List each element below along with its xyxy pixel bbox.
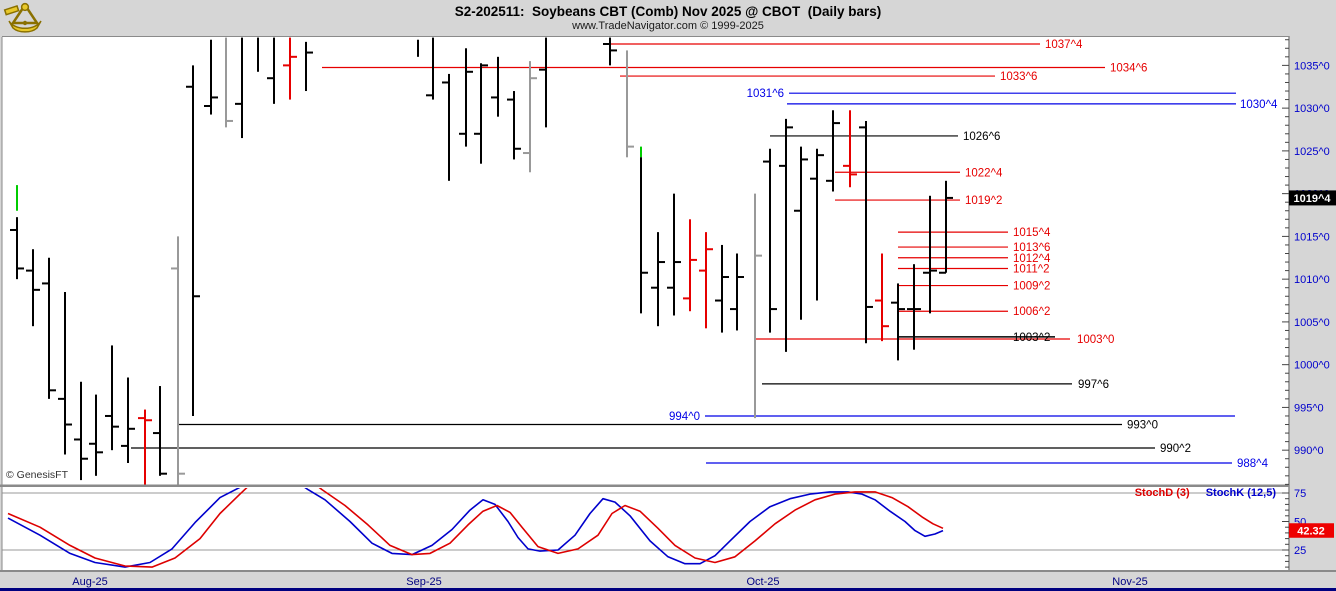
annotation-label: 1013^6 — [1013, 242, 1050, 254]
month-label: Nov-25 — [1112, 576, 1147, 588]
annotation-label: 1030^4 — [1240, 99, 1278, 111]
annotation-lines — [131, 43, 1236, 464]
annotation-label: 1019^2 — [965, 195, 1002, 207]
pane-separator — [0, 484, 1289, 487]
price-bars — [10, 37, 953, 485]
month-label: Sep-25 — [406, 576, 441, 588]
chart-subtitle: www.TradeNavigator.com © 1999-2025 — [572, 20, 764, 32]
annotation-label: 990^2 — [1160, 443, 1191, 455]
indicator-legend: StochD (3) StochK (12,5) — [1000, 487, 1276, 499]
annotation-label: 994^0 — [669, 411, 700, 423]
stoch-curves — [7, 488, 944, 568]
indicator-bottom-border — [0, 570, 1336, 572]
genesis-watermark: © GenesisFT — [6, 469, 69, 481]
price-axis-label: 1005^0 — [1294, 317, 1330, 329]
price-axis-label: 1010^0 — [1294, 274, 1330, 286]
price-axis-label: 1035^0 — [1294, 60, 1330, 72]
stochd-legend-label[interactable]: StochD (3) — [1134, 487, 1190, 499]
annotation-label: 1022^4 — [965, 167, 1003, 179]
stoch-value-box-label: 42.32 — [1297, 525, 1325, 537]
price-axis-label: 1025^0 — [1294, 146, 1330, 158]
annotation-label: 1003^2 — [1013, 332, 1050, 344]
annotation-label: 1031^6 — [747, 88, 784, 100]
annotation-label: 1034^6 — [1110, 63, 1147, 75]
annotation-label: 1026^6 — [963, 131, 1000, 143]
price-axis-label: 1015^0 — [1294, 231, 1330, 243]
bottom-bar — [0, 588, 1336, 591]
annotation-label: 1006^2 — [1013, 306, 1050, 318]
annotation-label: 1033^6 — [1000, 71, 1037, 83]
annotation-label: 1037^4 — [1045, 39, 1083, 51]
price-axis-label: 995^0 — [1294, 402, 1324, 414]
month-label: Aug-25 — [72, 576, 107, 588]
annotation-label: 997^6 — [1078, 379, 1109, 391]
indicator-pane — [2, 487, 1289, 570]
chart-title: S2-202511: Soybeans CBT (Comb) Nov 2025 … — [454, 4, 882, 19]
annotation-label: 1003^0 — [1077, 334, 1114, 346]
stoch-value-box — [1289, 523, 1334, 538]
annotation-label: 988^4 — [1237, 458, 1269, 470]
annotation-label: 1012^4 — [1013, 253, 1051, 265]
last-price-box — [1289, 190, 1336, 206]
price-axis-label: 990^0 — [1294, 445, 1324, 457]
price-axis-label: 1030^0 — [1294, 103, 1330, 115]
stochd-line — [7, 488, 944, 568]
price-axis-label: 1000^0 — [1294, 360, 1330, 372]
annotation-label: 1011^2 — [1013, 263, 1050, 275]
month-label: Oct-25 — [746, 576, 779, 588]
last-price-box-label: 1019^4 — [1293, 193, 1331, 205]
stochk-legend-label[interactable]: StochK (12,5) — [1205, 487, 1276, 499]
month-strip — [0, 572, 1336, 588]
main-pane — [2, 37, 1289, 485]
stoch-axis-label: 75 — [1294, 488, 1306, 500]
annotation-label: 1015^4 — [1013, 227, 1051, 239]
stoch-axis-label: 25 — [1294, 545, 1306, 557]
stochk-line — [7, 488, 944, 568]
annotation-label: 993^0 — [1127, 420, 1158, 432]
genesis-sextant-logo-icon — [2, 1, 48, 35]
annotation-label: 1009^2 — [1013, 281, 1050, 293]
